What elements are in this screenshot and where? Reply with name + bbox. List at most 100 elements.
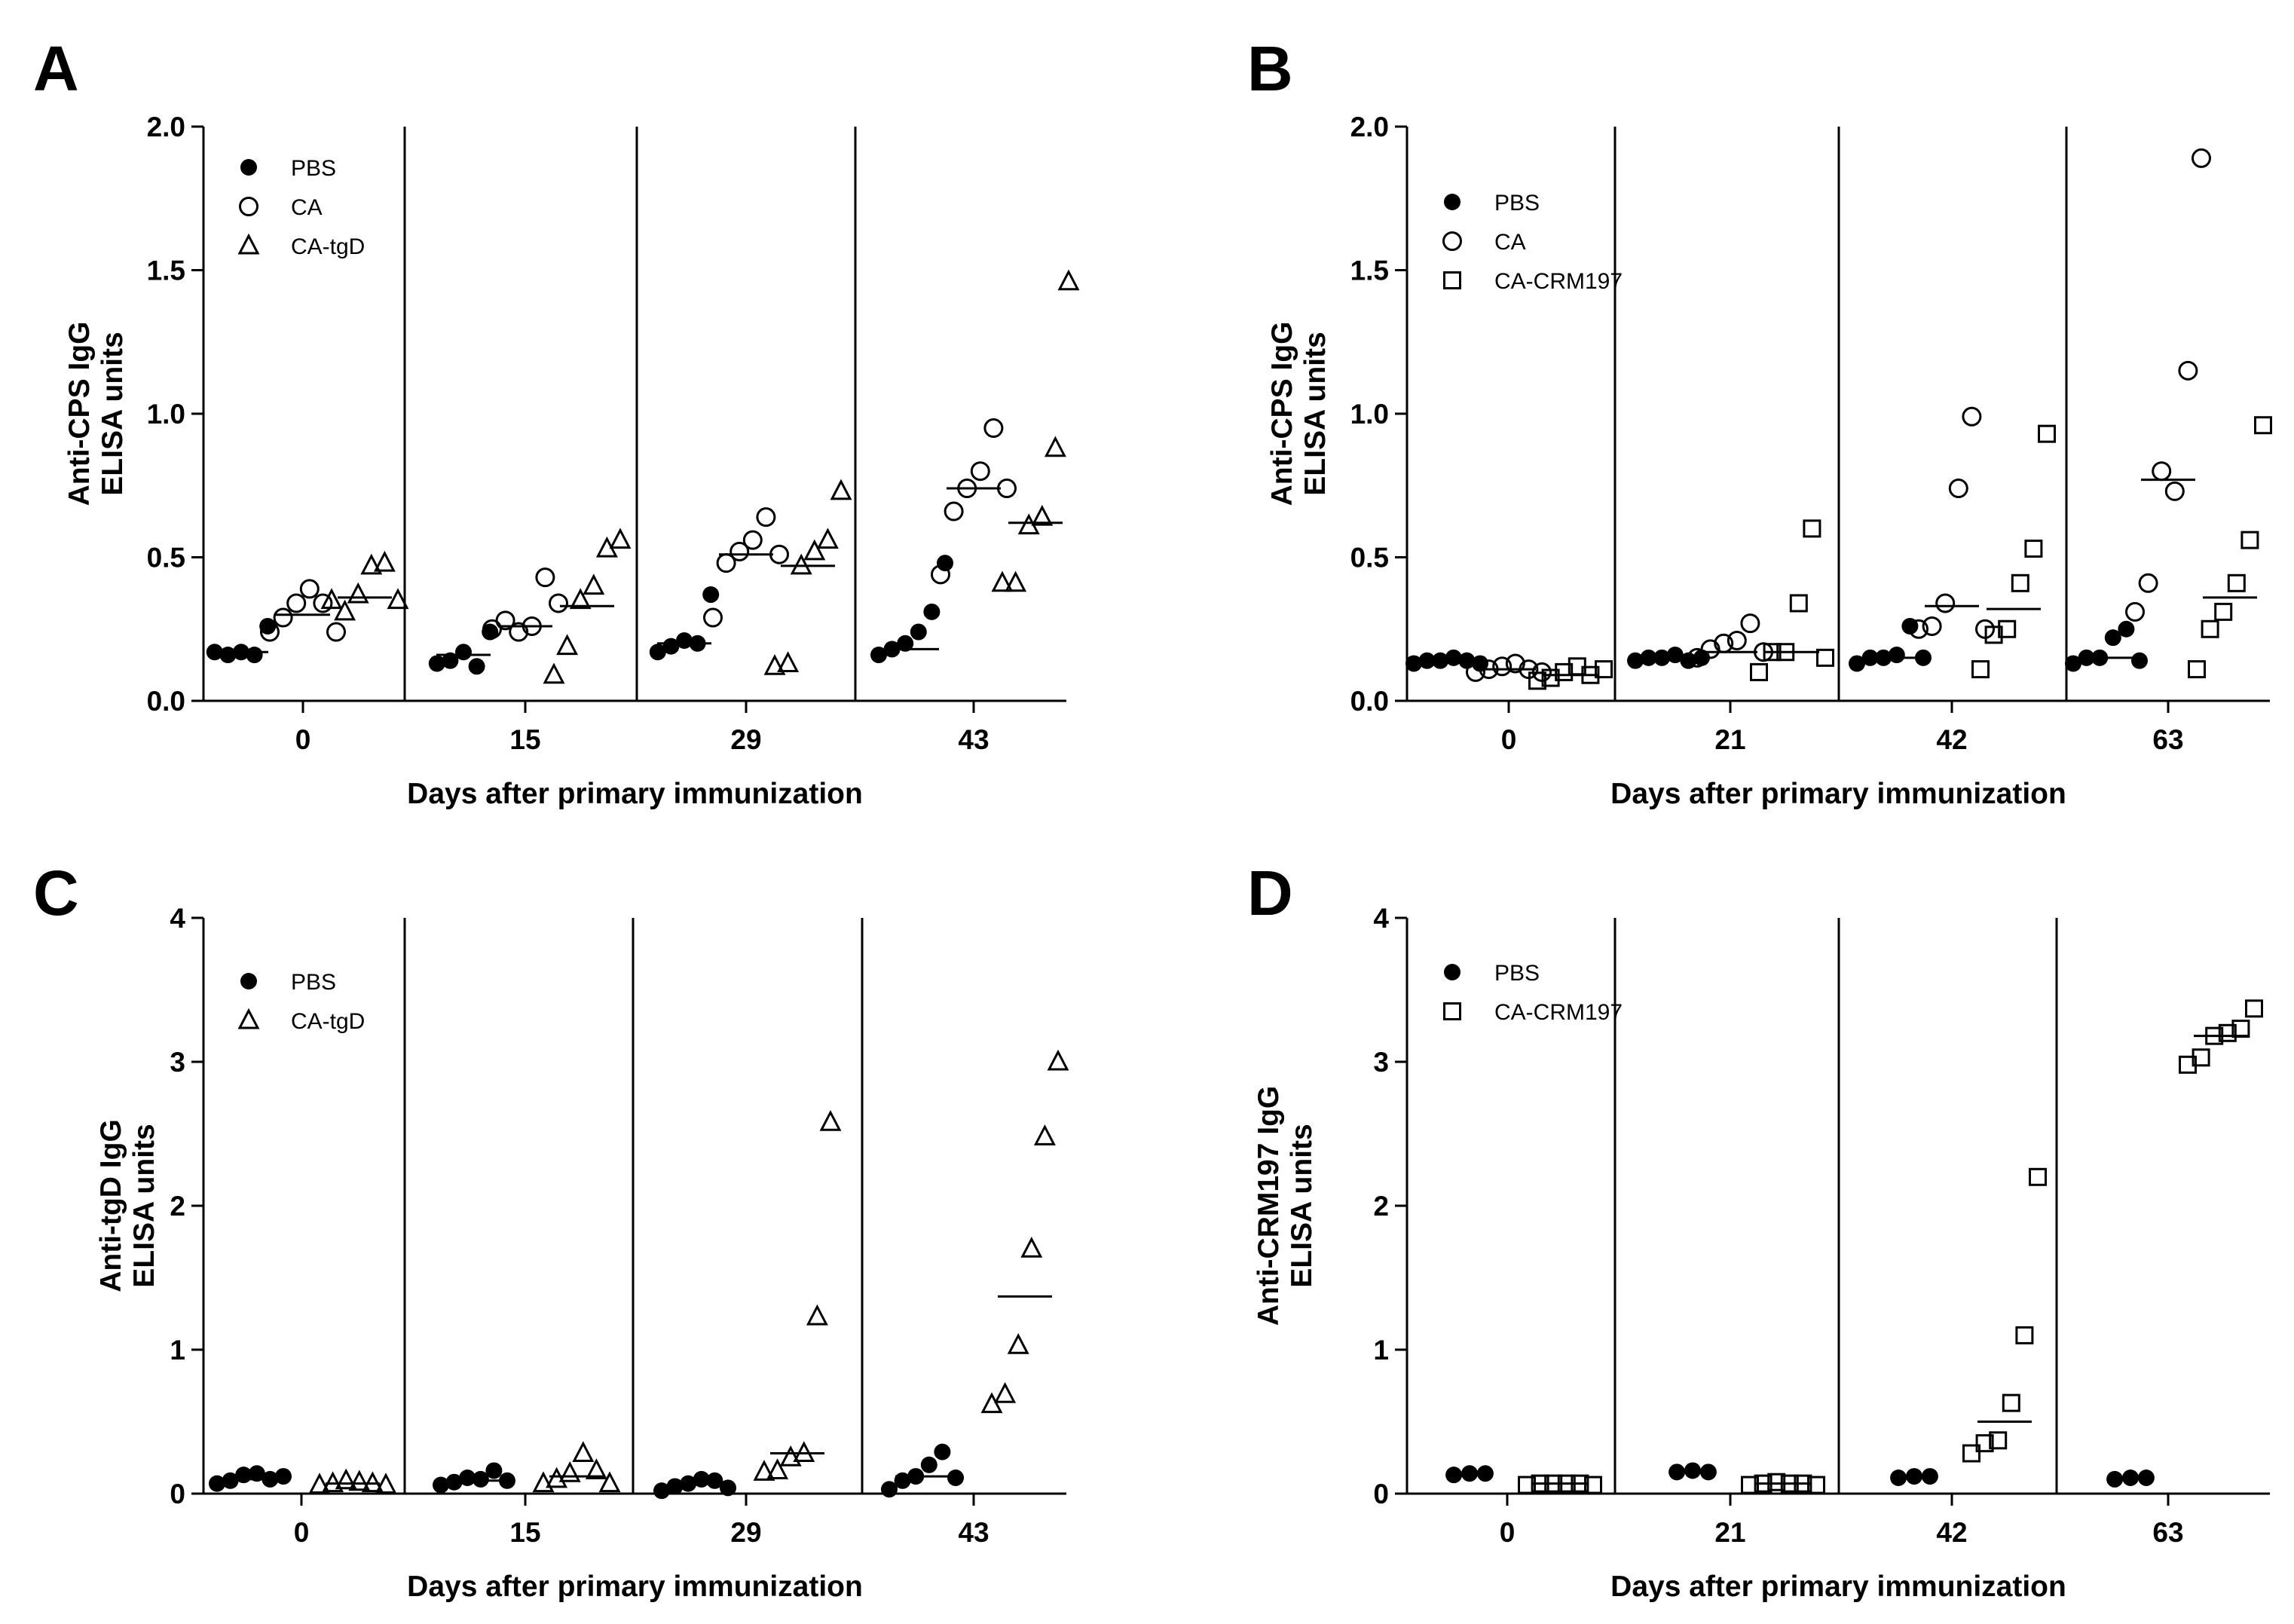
- y-tick-label: 2: [170, 1191, 185, 1222]
- legend-label: CA-CRM197: [1494, 1000, 1623, 1025]
- panel-letter: A: [33, 33, 79, 104]
- data-point: [1669, 1463, 1686, 1481]
- legend-label: PBS: [291, 156, 336, 181]
- data-point: [259, 617, 277, 635]
- data-point: [209, 1475, 225, 1492]
- x-tick-label: 15: [509, 1517, 540, 1548]
- data-point: [549, 593, 568, 613]
- data-point: [653, 1482, 670, 1500]
- data-point: [991, 570, 1014, 592]
- data-point: [1445, 649, 1462, 666]
- data-point: [729, 541, 750, 561]
- y-tick-label: 2.0: [1350, 112, 1389, 142]
- legend-marker: [1444, 194, 1461, 210]
- data-point: [1492, 656, 1513, 677]
- data-point: [1541, 668, 1560, 687]
- data-point: [2138, 573, 2158, 593]
- data-point: [1998, 619, 2017, 638]
- data-point: [347, 582, 369, 604]
- data-point: [1033, 1124, 1056, 1145]
- data-point: [649, 644, 666, 661]
- data-point: [442, 652, 459, 669]
- data-point: [609, 528, 632, 549]
- data-point: [1555, 662, 1574, 681]
- data-point: [937, 555, 953, 572]
- legend-label: CA-CRM197: [1494, 269, 1623, 294]
- data-point: [980, 1392, 1003, 1414]
- data-point: [2164, 481, 2185, 501]
- data-point: [1789, 594, 1808, 613]
- panel-a: A 0.0 0.5 1.0 1.5 2.0 Anti-CPS IgGELISA units 0…: [33, 33, 1080, 810]
- data-point: [532, 1471, 555, 1493]
- data-point: [2024, 540, 2043, 558]
- x-tick-label: 0: [294, 1517, 310, 1548]
- data-point: [275, 1468, 292, 1485]
- data-point: [1948, 479, 1968, 499]
- data-point: [1803, 519, 1821, 538]
- data-point: [994, 1381, 1017, 1403]
- data-point: [2125, 601, 2145, 622]
- data-point: [472, 1470, 489, 1488]
- data-point: [2029, 1167, 2047, 1186]
- panel-b: B 0.0 0.5 1.0 1.5 2.0 Anti-CPS IgGELISA units 0…: [1247, 33, 2272, 810]
- data-point: [1888, 647, 1905, 664]
- legend-marker: [1444, 964, 1461, 980]
- data-point: [1518, 1476, 1536, 1494]
- y-axis-title-line: Anti-CPS IgG: [63, 322, 96, 506]
- data-point: [870, 647, 887, 664]
- data-point: [1921, 1468, 1938, 1485]
- legend-label: PBS: [1494, 961, 1540, 986]
- data-point: [2137, 1469, 2155, 1486]
- y-tick-label: 0.5: [147, 543, 185, 573]
- data-point: [2214, 602, 2233, 621]
- data-point: [2011, 573, 2029, 592]
- legend-label: CA-tgD: [291, 234, 365, 259]
- data-point: [970, 461, 990, 482]
- data-point: [2201, 619, 2219, 638]
- data-point: [246, 647, 263, 664]
- data-point: [763, 654, 786, 675]
- x-axis-title: Days after primary immunization: [1610, 1570, 2066, 1603]
- legend-marker: [237, 1008, 260, 1029]
- data-point: [1627, 652, 1644, 669]
- data-point: [1666, 647, 1684, 664]
- data-point: [1727, 630, 1747, 650]
- legend-label: CA: [291, 195, 323, 220]
- data-point: [326, 622, 346, 642]
- x-tick-label: 21: [1714, 724, 1745, 755]
- y-axis-title-line: Anti-tgD IgG: [95, 1119, 127, 1292]
- x-tick-label: 29: [730, 724, 761, 755]
- y-tick-label: 4: [170, 903, 185, 934]
- data-point: [2188, 660, 2206, 679]
- data-point: [335, 1468, 357, 1490]
- x-tick-label: 42: [1936, 724, 1967, 755]
- y-axis-title: Anti-CRM197 IgGELISA units: [1253, 1086, 1318, 1326]
- data-point: [360, 553, 383, 575]
- x-axis-title: Days after primary immunization: [407, 778, 863, 810]
- data-point: [273, 607, 293, 628]
- data-point: [1466, 662, 1485, 682]
- data-point: [1890, 1469, 1907, 1486]
- data-point: [1807, 1476, 1825, 1494]
- data-point: [468, 658, 485, 675]
- data-point: [1007, 1333, 1029, 1354]
- legend-marker: [237, 233, 260, 255]
- data-point: [666, 1478, 684, 1495]
- data-point: [2192, 148, 2211, 168]
- data-point: [819, 1109, 842, 1131]
- y-tick-label: 0: [170, 1479, 185, 1509]
- data-point: [934, 1443, 951, 1460]
- data-point: [1767, 1473, 1786, 1491]
- x-tick-label: 42: [1936, 1517, 1967, 1548]
- data-point: [1044, 436, 1066, 457]
- data-point: [1057, 269, 1080, 291]
- y-tick-label: 4: [1373, 903, 1389, 934]
- y-axis-title-line: ELISA units: [96, 332, 129, 495]
- data-point: [881, 1481, 898, 1498]
- data-point: [543, 662, 565, 684]
- data-point: [1740, 613, 1760, 634]
- legend-label: PBS: [1494, 191, 1540, 216]
- y-tick-label: 1.5: [1350, 255, 1389, 286]
- data-point: [260, 622, 280, 642]
- data-point: [459, 1469, 476, 1486]
